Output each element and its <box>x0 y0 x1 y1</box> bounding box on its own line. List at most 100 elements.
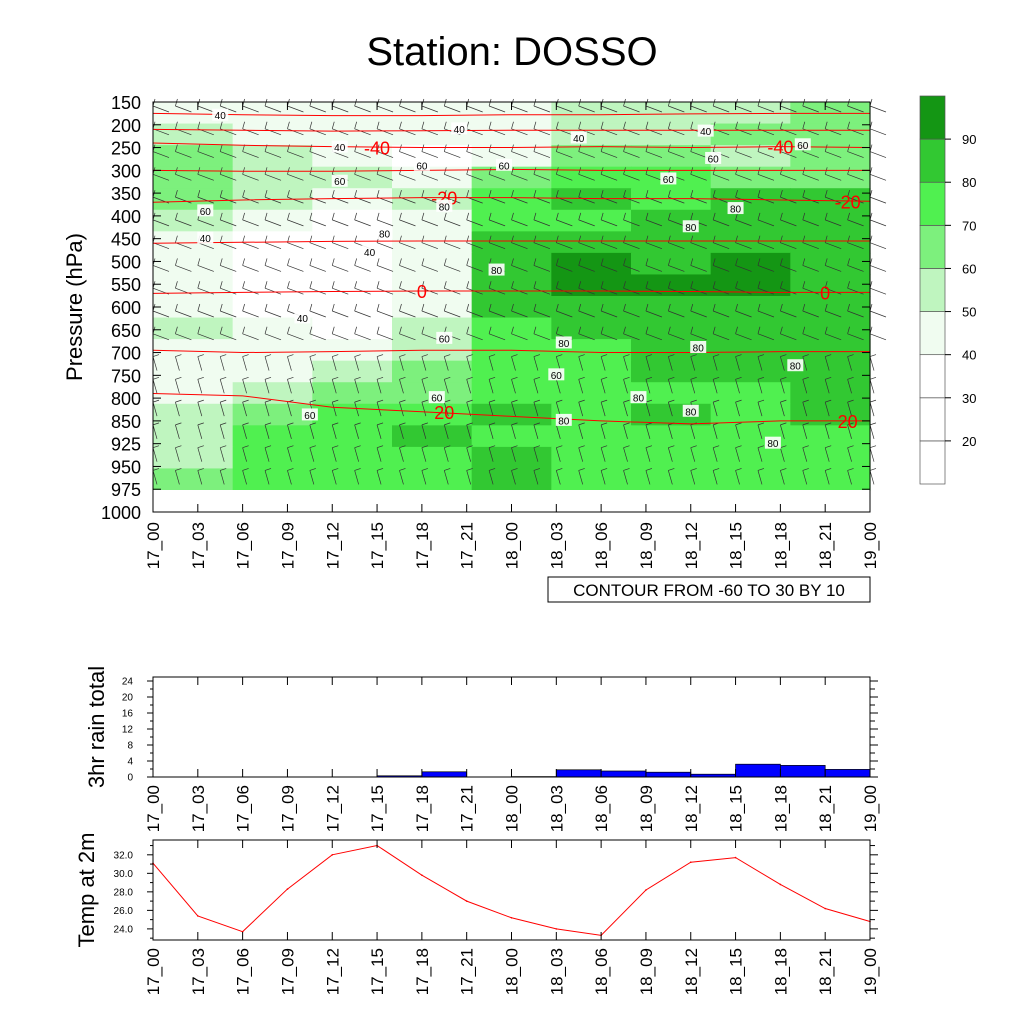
wind-barb-shaft <box>354 151 371 158</box>
wind-barb-flag <box>578 445 585 448</box>
wind-barb-shaft <box>511 379 516 394</box>
wind-barb-shaft <box>421 151 438 158</box>
time-tick-label: 19_00 <box>861 522 880 569</box>
temperature-contour-label: 0 <box>820 283 830 303</box>
wind-barb-shaft <box>533 219 551 227</box>
wind-barb-shaft <box>444 151 461 158</box>
wind-barbs <box>152 98 887 485</box>
wind-barb-shaft <box>690 196 707 204</box>
rh-cell <box>631 231 712 254</box>
pressure-axis: 1502002503003504004505005506006507007508… <box>101 93 870 523</box>
wind-barb-flag <box>712 235 716 243</box>
wind-barb-flag <box>511 281 514 289</box>
rh-cell <box>232 468 313 491</box>
wind-barb-flag <box>488 121 492 129</box>
wind-barb-shaft <box>242 174 259 181</box>
wind-barb-flag <box>443 212 447 220</box>
wind-barb-shaft <box>824 379 830 394</box>
rh-cell <box>710 339 791 362</box>
wind-barb-shaft <box>264 174 282 181</box>
wind-barb-flag <box>712 190 716 198</box>
wind-barb-flag <box>869 445 877 448</box>
wind-barb-shaft <box>645 310 663 318</box>
wind-barb-shaft <box>847 105 864 113</box>
wind-barb-flag <box>354 445 361 448</box>
wind-barb-flag <box>600 144 604 152</box>
wind-barb-shaft <box>802 151 819 158</box>
wind-barb-shaft <box>197 105 214 113</box>
wind-barb-flag <box>264 281 268 289</box>
temp-2m-point <box>689 861 692 864</box>
wind-barb-shaft <box>421 242 438 249</box>
wind-barb-shaft <box>623 151 640 158</box>
wind-barb-shaft <box>466 174 483 181</box>
wind-barb-flag <box>354 144 357 152</box>
wind-barb-flag <box>331 326 335 334</box>
wind-barb-shaft <box>309 470 315 485</box>
wind-barb-shaft <box>869 196 887 204</box>
colorbar-label: 50 <box>962 305 976 320</box>
rh-cell <box>551 296 632 319</box>
rh-cell <box>551 123 632 146</box>
wind-barb-shaft <box>757 447 763 462</box>
wind-barb-shaft <box>555 470 561 485</box>
time-tick-label: 17_18 <box>413 948 432 995</box>
rh-cell <box>312 296 393 319</box>
rh-label-bg <box>690 341 707 353</box>
wind-barb-flag <box>197 377 204 380</box>
wind-barb-flag <box>802 281 806 289</box>
wind-barb-shaft <box>376 310 394 318</box>
temp-tick-label: 26.0 <box>114 906 134 917</box>
time-tick-label: 17_00 <box>144 522 163 569</box>
wind-barb-flag <box>287 354 294 357</box>
wind-barb-shaft <box>219 447 225 462</box>
wind-barb-flag <box>264 212 268 220</box>
wind-barb-shaft <box>152 356 158 371</box>
wind-barb-shaft <box>421 447 427 462</box>
wind-barb-shaft <box>825 310 842 318</box>
wind-barb-flag <box>331 303 335 312</box>
rh-cell <box>790 209 871 232</box>
rh-cell <box>232 252 313 276</box>
rh-cell <box>312 317 393 340</box>
time-tick-label: 18_03 <box>547 522 566 569</box>
wind-barb-flag <box>757 281 761 289</box>
wind-barb-shaft <box>869 242 887 249</box>
wind-barb-flag <box>847 468 854 471</box>
time-tick-label: 19_00 <box>861 948 880 995</box>
wind-barb-flag <box>376 258 380 266</box>
wind-barb-flag <box>376 212 380 220</box>
wind-barb-flag <box>309 399 316 403</box>
wind-barb-flag <box>242 354 249 357</box>
time-tick-label: 18_15 <box>727 948 746 995</box>
wind-barb-flag <box>399 144 402 152</box>
rh-cell <box>551 425 632 448</box>
wind-barb-shaft <box>399 379 404 394</box>
wind-barb-flag <box>152 468 160 471</box>
wind-barb-flag <box>533 377 541 380</box>
temperature-panel: 24.026.028.030.032.0 17_00 17_03 17_06 17_0… <box>74 833 880 996</box>
wind-barb-flag <box>152 399 160 403</box>
wind-barb-flag <box>287 190 290 198</box>
wind-barb-flag <box>780 303 783 312</box>
wind-barb-flag <box>376 326 380 334</box>
rh-cell <box>710 231 791 254</box>
wind-barb-flag <box>242 468 249 471</box>
wind-barb-flag <box>668 445 675 448</box>
temp-2m-points <box>152 844 871 937</box>
wind-barb-flag <box>825 422 832 426</box>
rh-cell <box>471 317 552 340</box>
wind-barb-flag <box>600 190 604 198</box>
wind-barb-shaft <box>242 219 259 227</box>
temp-2m-point <box>734 856 737 859</box>
wind-barb-shaft <box>152 424 158 439</box>
wind-barb-shaft <box>533 151 551 158</box>
wind-barb-flag <box>242 326 245 334</box>
wind-barb-flag <box>668 303 671 312</box>
wind-barb-flag <box>466 167 470 175</box>
wind-barb-flag <box>600 167 604 175</box>
wind-barb-shaft <box>668 105 685 113</box>
wind-barb-flag <box>757 422 765 426</box>
wind-barb-shaft <box>421 265 438 272</box>
wind-barb-shaft <box>690 265 707 272</box>
